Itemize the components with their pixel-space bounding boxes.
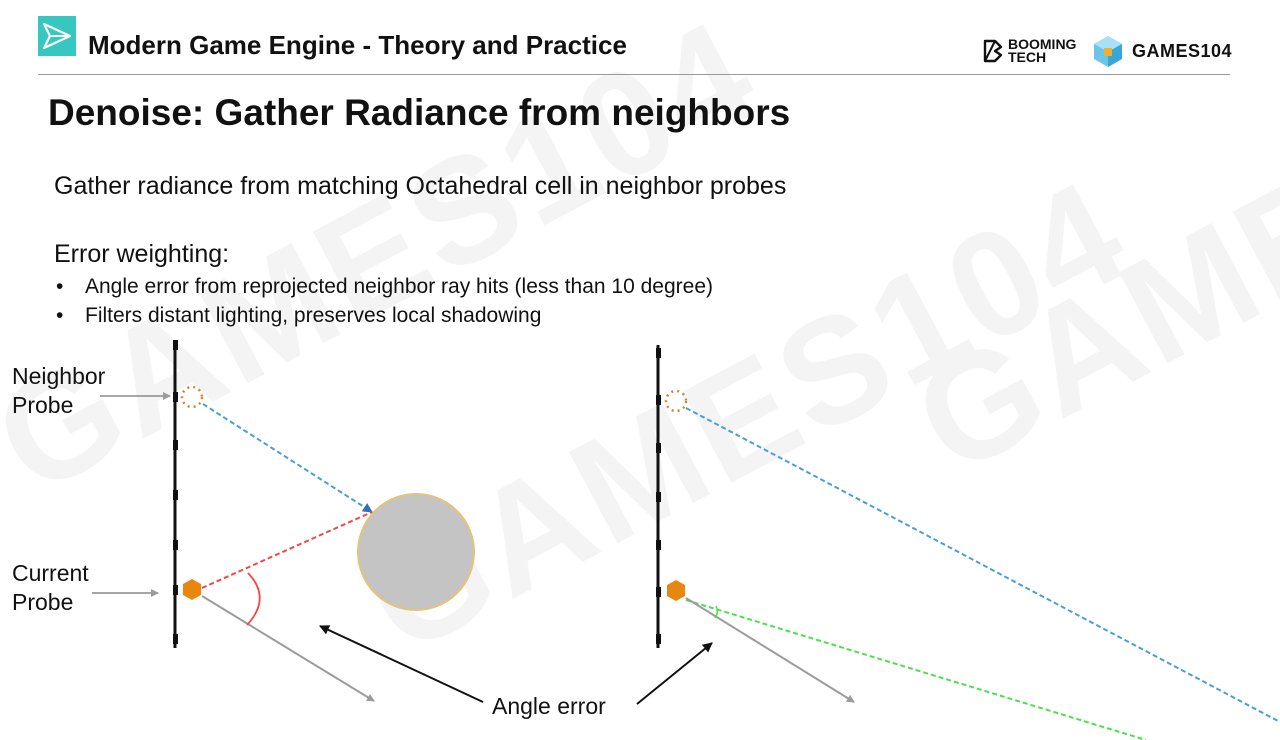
booming-tech-icon [983, 39, 1003, 63]
right-neighbor-probe-icon [664, 389, 688, 413]
left-current-ray [201, 595, 375, 702]
current-probe-label: Current Probe [12, 559, 89, 617]
course-title: Modern Game Engine - Theory and Practice [88, 30, 627, 60]
intro-text: Gather radiance from matching Octahedral… [54, 172, 787, 200]
booming-label: BOOMING [1008, 36, 1077, 52]
left-angle-arc [246, 572, 261, 626]
slide-title: Denoise: Gather Radiance from neighbors [48, 92, 791, 133]
left-wall [173, 340, 178, 648]
left-reprojected-ray [201, 511, 373, 589]
games104-label: GAMES104 [1132, 40, 1233, 61]
left-current-probe-icon [183, 579, 201, 600]
neighbor-label-line: Neighbor [12, 363, 106, 389]
right-current-probe-icon [667, 580, 685, 601]
games104-cube-icon [1094, 36, 1122, 67]
booming-tech-logo: BOOMING TECH [982, 36, 1082, 65]
angle-error-arrow-right [636, 642, 713, 705]
neighbor-label-line: Probe [12, 392, 74, 418]
angle-error-label: Angle error [492, 693, 606, 719]
occluder-sphere [357, 493, 475, 611]
header-divider [38, 74, 1230, 75]
right-current-ray [685, 597, 855, 703]
slide-header: Modern Game Engine - Theory and Practice… [0, 0, 1280, 76]
right-wall [656, 345, 661, 648]
left-neighbor-probe-icon [180, 385, 204, 409]
bullet-item: Filters distant lighting, preserves loca… [54, 301, 713, 330]
current-label-line: Probe [12, 589, 74, 615]
right-reprojected-ray [685, 599, 1147, 740]
angle-error-arrow-left [319, 625, 484, 703]
bullet-item: Angle error from reprojected neighbor ra… [54, 272, 713, 301]
neighbor-probe-label: Neighbor Probe [12, 362, 105, 420]
bullet-list: Angle error from reprojected neighbor ra… [54, 272, 713, 330]
right-angle-arc [714, 605, 719, 619]
left-neighbor-ray [202, 403, 373, 513]
games104-logo: GAMES104 [1092, 34, 1232, 68]
current-label-line: Current [12, 560, 89, 586]
error-weighting-heading: Error weighting: [54, 240, 230, 268]
tech-label: TECH [1008, 49, 1047, 65]
course-logo-icon [38, 16, 76, 56]
right-neighbor-ray [685, 407, 1280, 723]
